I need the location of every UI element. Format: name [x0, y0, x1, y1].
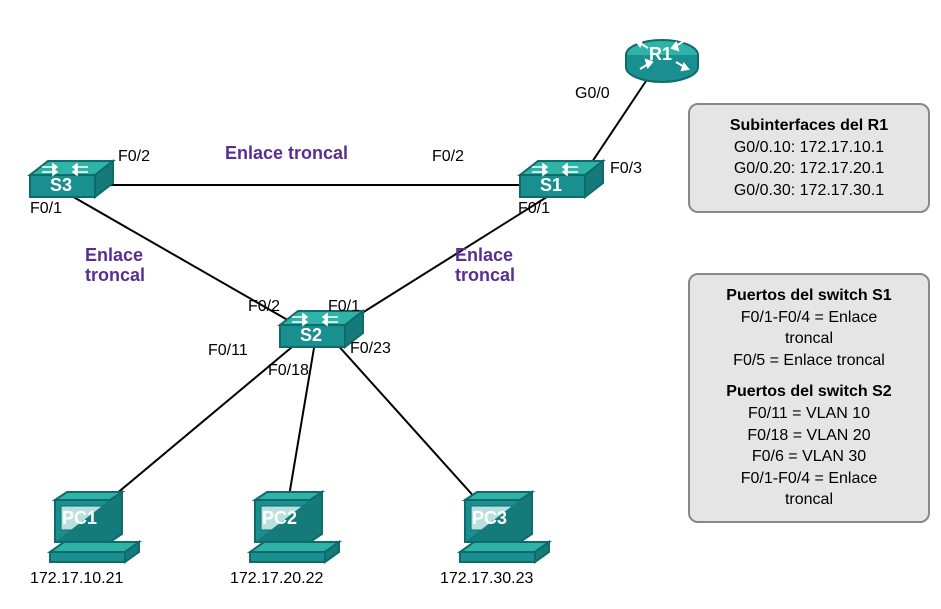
label-pc2: PC2 — [262, 508, 297, 529]
pc-1 — [50, 492, 139, 562]
port-s2-f02: F0/2 — [248, 298, 280, 316]
box1-l3: G0/0.30: 172.17.30.1 — [704, 180, 914, 202]
box2-l6: F0/6 = VLAN 30 — [704, 446, 914, 468]
switch-s3 — [30, 161, 113, 197]
box1-l2: G0/0.20: 172.17.20.1 — [704, 158, 914, 180]
label-pc1: PC1 — [62, 508, 97, 529]
port-s3-f02: F0/2 — [118, 148, 150, 166]
info-box-r1: Subinterfaces del R1 G0/0.10: 172.17.10.… — [688, 103, 930, 213]
port-s2-f01: F0/1 — [328, 298, 360, 316]
trunk-right-1: Enlace — [455, 245, 513, 266]
label-r1: R1 — [649, 44, 672, 65]
box2-title1: Puertos del switch S1 — [704, 285, 914, 307]
trunk-right-2: troncal — [455, 265, 515, 286]
box1-l1: G0/0.10: 172.17.10.1 — [704, 137, 914, 159]
pc2-ip: 172.17.20.22 — [230, 570, 323, 588]
port-s1-f01: F0/1 — [518, 200, 550, 218]
box2-l3: F0/5 = Enlace troncal — [704, 350, 914, 372]
label-pc3: PC3 — [472, 508, 507, 529]
info-box-switches: Puertos del switch S1 F0/1-F0/4 = Enlace… — [688, 273, 930, 523]
box1-title: Subinterfaces del R1 — [704, 115, 914, 137]
trunk-top: Enlace troncal — [225, 143, 348, 164]
diagram-canvas: R1 S1 S3 S2 PC1 PC2 PC3 G0/0 F0/2 F0/3 F… — [0, 0, 941, 609]
label-s2: S2 — [300, 325, 322, 346]
box2-l1: F0/1-F0/4 = Enlace — [704, 307, 914, 329]
box2-l2: troncal — [704, 328, 914, 350]
port-s1-f02: F0/2 — [432, 148, 464, 166]
switch-s1 — [520, 161, 603, 197]
box2-l7: F0/1-F0/4 = Enlace — [704, 468, 914, 490]
port-r1-g00: G0/0 — [575, 85, 610, 103]
port-s2-f011: F0/11 — [208, 342, 248, 360]
box2-l8: troncal — [704, 489, 914, 511]
port-s2-f023: F0/23 — [350, 340, 391, 358]
box2-l5: F0/18 = VLAN 20 — [704, 425, 914, 447]
label-s1: S1 — [540, 175, 562, 196]
label-s3: S3 — [50, 175, 72, 196]
port-s3-f01: F0/1 — [30, 200, 62, 218]
router-r1 — [626, 40, 698, 82]
box2-title2: Puertos del switch S2 — [704, 381, 914, 403]
box2-l4: F0/11 = VLAN 10 — [704, 403, 914, 425]
pc3-ip: 172.17.30.23 — [440, 570, 533, 588]
trunk-left-1: Enlace — [85, 245, 143, 266]
pc-2 — [250, 492, 339, 562]
trunk-left-2: troncal — [85, 265, 145, 286]
pc1-ip: 172.17.10.21 — [30, 570, 123, 588]
pc-3 — [460, 492, 549, 562]
port-s2-f018: F0/18 — [268, 362, 309, 380]
port-s1-f03: F0/3 — [610, 160, 642, 178]
